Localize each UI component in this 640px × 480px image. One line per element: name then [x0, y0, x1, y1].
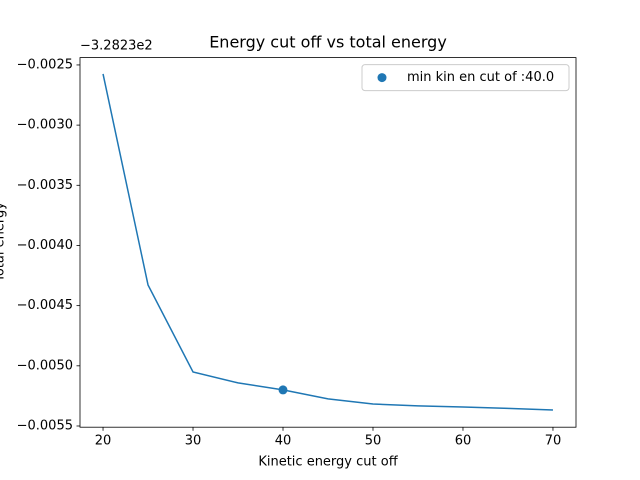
- chart-title: Energy cut off vs total energy: [209, 33, 447, 52]
- y-axis-label: Total energy: [0, 202, 8, 283]
- x-tick-label: 30: [185, 434, 202, 449]
- y-tick-label: −0.0050: [17, 358, 73, 373]
- highlight-point: [278, 385, 288, 395]
- x-tick-label: 60: [455, 434, 472, 449]
- legend-label: min kin en cut of :40.0: [407, 70, 554, 85]
- y-tick-label: −0.0025: [17, 57, 73, 72]
- y-tick-label: −0.0040: [17, 238, 73, 253]
- y-tick-label: −0.0045: [17, 298, 73, 313]
- x-tick-label: 40: [275, 434, 292, 449]
- y-tick-label: −0.0035: [17, 178, 73, 193]
- line: [102, 73, 553, 411]
- x-axis-label: Kinetic energy cut off: [258, 455, 398, 470]
- x-tick-label: 70: [545, 434, 562, 449]
- x-tick-label: 20: [95, 434, 112, 449]
- y-tick-label: −0.0030: [17, 118, 73, 133]
- legend-marker: [377, 73, 387, 83]
- x-tick-label: 50: [365, 434, 382, 449]
- y-offset-label: −3.2823e2: [80, 39, 153, 54]
- y-tick-label: −0.0055: [17, 418, 73, 433]
- legend-box: [361, 64, 570, 92]
- plot-frame: [79, 57, 577, 428]
